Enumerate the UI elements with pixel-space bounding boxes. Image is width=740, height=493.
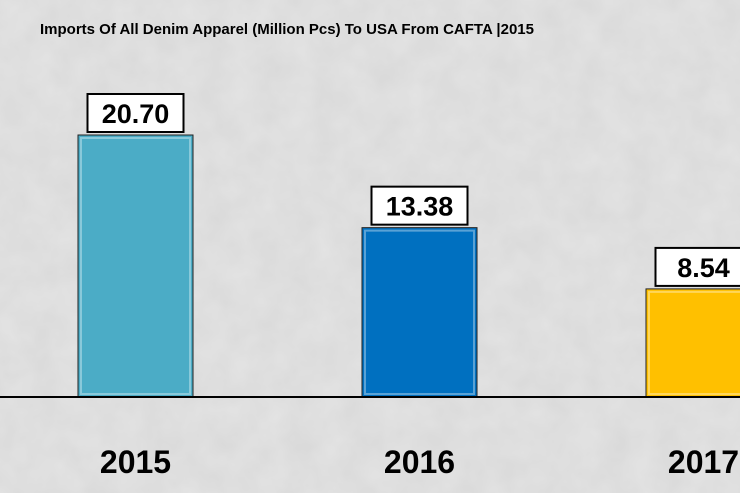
data-label: 13.38 — [386, 192, 454, 222]
bar-2017 — [645, 288, 740, 398]
bar-2015 — [77, 134, 194, 398]
bar-bevel — [648, 290, 740, 395]
chart-title: Imports Of All Denim Apparel (Million Pc… — [40, 21, 534, 38]
data-label: 8.54 — [677, 253, 730, 283]
x-tick-label: 2015 — [100, 444, 171, 480]
data-label: 20.70 — [102, 99, 170, 129]
data-label-box — [86, 93, 185, 133]
data-label-box — [654, 246, 740, 287]
bar-bevel — [364, 229, 475, 395]
bar-bevel — [80, 137, 191, 395]
x-tick-label: 2016 — [384, 444, 455, 480]
data-label-box — [370, 185, 469, 226]
bar-2016 — [361, 227, 478, 398]
x-tick-label: 2017 — [668, 444, 739, 480]
